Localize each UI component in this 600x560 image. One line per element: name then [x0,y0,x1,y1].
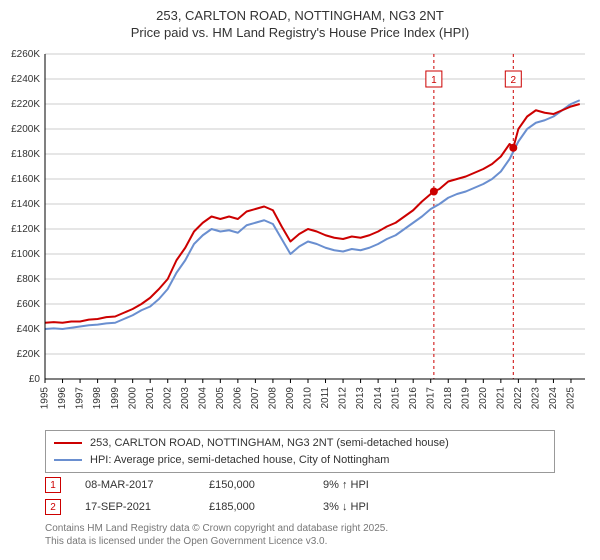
svg-text:2011: 2011 [320,387,331,409]
svg-text:2008: 2008 [268,387,279,410]
legend-row: HPI: Average price, semi-detached house,… [54,452,546,469]
sale-marker-icon: 1 [45,477,61,493]
legend-label: HPI: Average price, semi-detached house,… [90,452,389,469]
svg-text:2019: 2019 [460,387,471,410]
svg-text:2024: 2024 [548,387,559,410]
svg-text:2010: 2010 [303,387,314,410]
legend-label: 253, CARLTON ROAD, NOTTINGHAM, NG3 2NT (… [90,435,449,452]
svg-text:£120K: £120K [11,224,40,235]
svg-text:1: 1 [431,75,437,86]
svg-text:2006: 2006 [232,387,243,410]
sales-table: 1 08-MAR-2017 £150,000 9% ↑ HPI 2 17-SEP… [45,474,555,518]
legend: 253, CARLTON ROAD, NOTTINGHAM, NG3 2NT (… [45,430,555,473]
svg-text:2017: 2017 [425,387,436,410]
sale-diff: 3% ↓ HPI [323,501,413,513]
svg-text:1996: 1996 [57,387,68,410]
sale-marker-icon: 2 [45,499,61,515]
svg-text:2013: 2013 [355,387,366,410]
svg-text:1997: 1997 [75,387,86,410]
sale-price: £185,000 [209,501,299,513]
footer-line: This data is licensed under the Open Gov… [45,535,555,548]
svg-text:1999: 1999 [110,387,121,410]
svg-text:2023: 2023 [531,387,542,410]
svg-text:£160K: £160K [11,174,40,185]
chart-svg: £0 £20K £40K £60K £80K £100K £120K £140K £160K £1… [0,44,600,424]
footer-line: Contains HM Land Registry data © Crown c… [45,522,555,535]
svg-text:2014: 2014 [373,387,384,410]
legend-swatch-icon [54,442,82,444]
svg-text:£200K: £200K [11,124,40,135]
svg-text:£40K: £40K [17,324,41,335]
svg-text:2015: 2015 [390,387,401,410]
svg-text:£260K: £260K [11,49,40,60]
svg-text:2018: 2018 [443,387,454,410]
sale-diff: 9% ↑ HPI [323,479,413,491]
chart-title: 253, CARLTON ROAD, NOTTINGHAM, NG3 2NT P… [0,0,600,42]
legend-swatch-icon [54,459,82,461]
svg-text:£240K: £240K [11,74,40,85]
svg-text:2012: 2012 [338,387,349,410]
svg-text:1998: 1998 [92,387,103,410]
legend-row: 253, CARLTON ROAD, NOTTINGHAM, NG3 2NT (… [54,435,546,452]
svg-text:2016: 2016 [408,387,419,410]
svg-text:£100K: £100K [11,249,40,260]
svg-text:2002: 2002 [162,387,173,410]
svg-text:2021: 2021 [495,387,506,410]
svg-text:2022: 2022 [513,387,524,410]
svg-text:2004: 2004 [197,387,208,410]
sale-row: 2 17-SEP-2021 £185,000 3% ↓ HPI [45,496,555,518]
svg-text:£0: £0 [29,374,41,385]
svg-text:2025: 2025 [566,387,577,410]
title-subtitle: Price paid vs. HM Land Registry's House … [0,25,600,42]
chart-container: 253, CARLTON ROAD, NOTTINGHAM, NG3 2NT P… [0,0,600,560]
svg-text:£140K: £140K [11,199,40,210]
svg-text:2001: 2001 [145,387,156,410]
svg-text:£20K: £20K [17,349,41,360]
svg-text:2000: 2000 [127,387,138,410]
chart-plot-area: £0 £20K £40K £60K £80K £100K £120K £140K £160K £1… [0,44,600,424]
svg-text:2009: 2009 [285,387,296,410]
sale-row: 1 08-MAR-2017 £150,000 9% ↑ HPI [45,474,555,496]
sale-date: 17-SEP-2021 [85,501,185,513]
svg-text:£60K: £60K [17,299,41,310]
footer-attribution: Contains HM Land Registry data © Crown c… [45,522,555,548]
sale-date: 08-MAR-2017 [85,479,185,491]
svg-text:2005: 2005 [215,387,226,410]
sale-price: £150,000 [209,479,299,491]
svg-text:£80K: £80K [17,274,41,285]
svg-text:2007: 2007 [250,387,261,410]
title-address: 253, CARLTON ROAD, NOTTINGHAM, NG3 2NT [0,8,600,25]
svg-text:£220K: £220K [11,99,40,110]
svg-text:1995: 1995 [40,387,51,410]
svg-text:2003: 2003 [180,387,191,410]
svg-text:£180K: £180K [11,149,40,160]
svg-text:2020: 2020 [478,387,489,410]
svg-text:2: 2 [511,75,517,86]
